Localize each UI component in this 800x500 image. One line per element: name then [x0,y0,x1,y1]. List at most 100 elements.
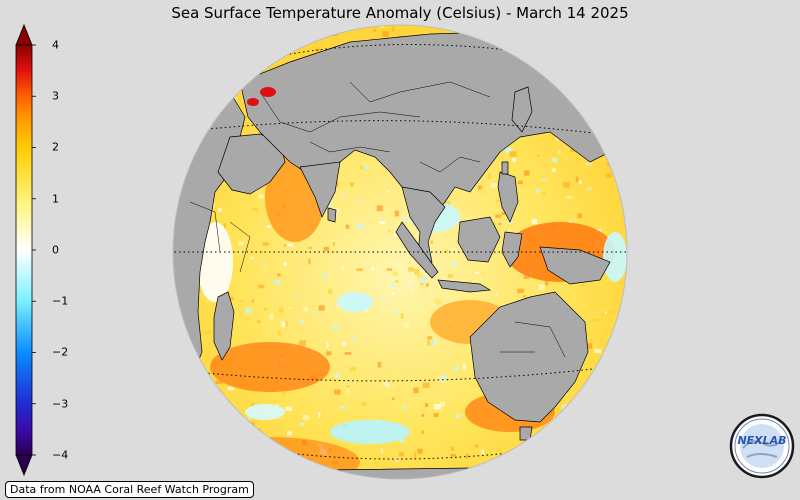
anomaly-speckle-cell [219,458,222,462]
anomaly-speckle-cell [622,59,627,63]
anomaly-speckle-cell [620,104,625,110]
anomaly-speckle-cell [251,299,254,303]
anomaly-speckle-cell [614,389,622,393]
anomaly-speckle-cell [322,273,328,278]
anomaly-speckle-cell [386,268,393,271]
anomaly-speckle-cell [453,366,459,371]
anomaly-speckle-cell [269,313,274,320]
anomaly-speckle-cell [551,168,556,172]
anomaly-speckle-cell [184,35,191,39]
anomaly-speckle-cell [334,373,341,378]
anomaly-speckle-cell [620,308,624,312]
anomaly-speckle-cell [326,342,329,348]
anomaly-speckle-cell [496,464,502,468]
anomaly-speckle-cell [364,308,368,313]
anomaly-speckle-cell [394,232,397,238]
nexlab-globe-logo: NEXLAB [729,413,795,479]
anomaly-speckle-cell [212,202,215,207]
anomaly-speckle-cell [571,400,576,406]
sri-lanka-landmass [327,207,337,223]
anomaly-speckle-cell [539,454,543,461]
anomaly-speckle-cell [303,306,308,311]
anomaly-speckle-cell [447,274,454,278]
anomaly-speckle-cell [213,457,217,461]
anomaly-speckle-cell [287,431,292,436]
anomaly-speckle-cell [333,324,339,330]
anomaly-speckle-cell [173,167,175,173]
anomaly-speckle-cell [310,469,314,473]
java-landmass [437,279,492,293]
anomaly-speckle-cell [176,365,181,369]
anomaly-speckle-cell [422,382,430,389]
borneo-landmass [457,216,501,263]
anomaly-speckle-cell [517,288,524,294]
black-sea-anomaly [260,87,276,97]
anomaly-speckle-cell [463,435,471,438]
anomaly-speckle-cell [205,330,212,334]
colorbar-tick-label: −3 [52,397,69,411]
anomaly-speckle-cell [263,307,267,311]
anomaly-speckle-cell [481,449,485,455]
anomaly-speckle-cell [237,441,241,446]
anomaly-speckle-cell [494,228,501,232]
anomaly-speckle-cell [227,296,234,301]
anomaly-speckle-cell [275,404,279,407]
globe-outline [172,24,628,480]
anomaly-speckle-cell [255,456,261,461]
anomaly-speckle-cell [517,180,523,185]
anomaly-speckle-cell [441,374,447,380]
anomaly-speckle-cell [328,203,333,207]
anomaly-speckle-cell [175,397,181,401]
anomaly-speckle-cell [450,454,457,457]
anomaly-speckle-cell [278,331,281,336]
anomaly-speckle-cell [597,450,603,454]
anomaly-speckle-cell [400,313,404,319]
anomaly-speckle-cell [371,266,375,271]
anomaly-speckle-cell [626,403,627,408]
anomaly-speckle-cell [531,219,538,225]
anomaly-speckle-cell [401,462,405,466]
anomaly-speckle-cell [586,390,590,395]
anomaly-speckle-cell [234,97,237,101]
anomaly-speckle-cell [563,182,570,188]
anomaly-speckle-cell [624,347,627,351]
new-guinea-landmass [539,246,611,285]
anomaly-speckle-cell [270,273,276,280]
anomaly-speckle-cell [184,410,187,416]
anomaly-speckle-cell [345,224,350,229]
anomaly-speckle-cell [395,280,399,283]
anomaly-speckle-cell [208,53,211,57]
colorbar-tick-label: −4 [52,448,69,462]
anomaly-speckle-cell [350,182,354,187]
anomaly-speckle-cell [623,26,626,33]
anomaly-speckle-cell [613,136,621,143]
anomaly-speckle-cell [475,444,478,448]
anomaly-speckle-cell [219,82,225,88]
anomaly-speckle-cell [197,363,203,368]
anomaly-speckle-cell [466,454,469,459]
anomaly-speckle-cell [299,423,305,426]
anomaly-speckle-cell [591,75,597,81]
anomaly-speckle-cell [334,389,341,395]
anomaly-speckle-cell [326,351,332,356]
anomaly-speckle-cell [210,78,217,82]
anomaly-speckle-cell [258,284,265,289]
anomaly-speckle-cell [281,321,286,328]
anomaly-speckle-cell [179,99,184,105]
anomaly-speckle-cell [189,79,195,85]
anomaly-speckle-cell [451,261,457,266]
anomaly-speckle-cell [471,25,474,29]
anomaly-speckle-cell [209,99,213,105]
anomaly-speckle-cell [628,169,630,175]
anomaly-speckle-cell [552,157,558,163]
anomaly-speckle-cell [294,474,298,479]
anomaly-speckle-cell [273,478,277,479]
anomaly-speckle-cell [394,210,400,217]
anomaly-speckle-cell [399,438,405,443]
anomaly-speckle-cell [598,37,605,44]
anomaly-speckle-cell [624,365,627,371]
map-title: Sea Surface Temperature Anomaly (Celsius… [171,4,629,22]
anomaly-speckle-cell [496,448,501,451]
anomaly-speckle-cell [545,73,550,76]
anomaly-speckle-cell [612,70,618,76]
